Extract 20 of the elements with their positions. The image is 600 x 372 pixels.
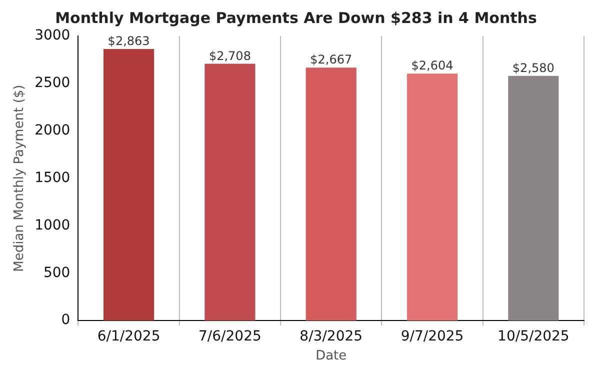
x-axis-title: Date xyxy=(316,348,347,364)
y-tick-label: 3000 xyxy=(34,28,70,44)
data-label: $2,863 xyxy=(108,34,150,48)
data-label: $2,580 xyxy=(512,60,554,75)
y-tick-label: 0 xyxy=(61,312,70,328)
y-axis-title: Median Monthly Payment ($) xyxy=(12,84,28,272)
y-tick-label: 1000 xyxy=(34,217,70,234)
x-tick-label: 7/6/2025 xyxy=(198,328,262,345)
y-tick-label: 2500 xyxy=(34,75,70,92)
x-tick-label: 8/3/2025 xyxy=(300,328,363,345)
x-tick-label: 6/1/2025 xyxy=(97,328,160,345)
y-tick-label: 500 xyxy=(43,264,70,281)
x-tick-label: 9/7/2025 xyxy=(400,328,464,345)
data-label: $2,667 xyxy=(310,52,352,67)
chart-title: Monthly Mortgage Payments Are Down $283 in 4 Months xyxy=(55,8,537,27)
y-tick-label: 2000 xyxy=(34,122,70,139)
data-label: $2,604 xyxy=(411,58,454,73)
y-tick-label: 1500 xyxy=(34,170,70,186)
x-tick-label: 10/5/2025 xyxy=(498,328,570,345)
data-label: $2,708 xyxy=(208,48,251,63)
